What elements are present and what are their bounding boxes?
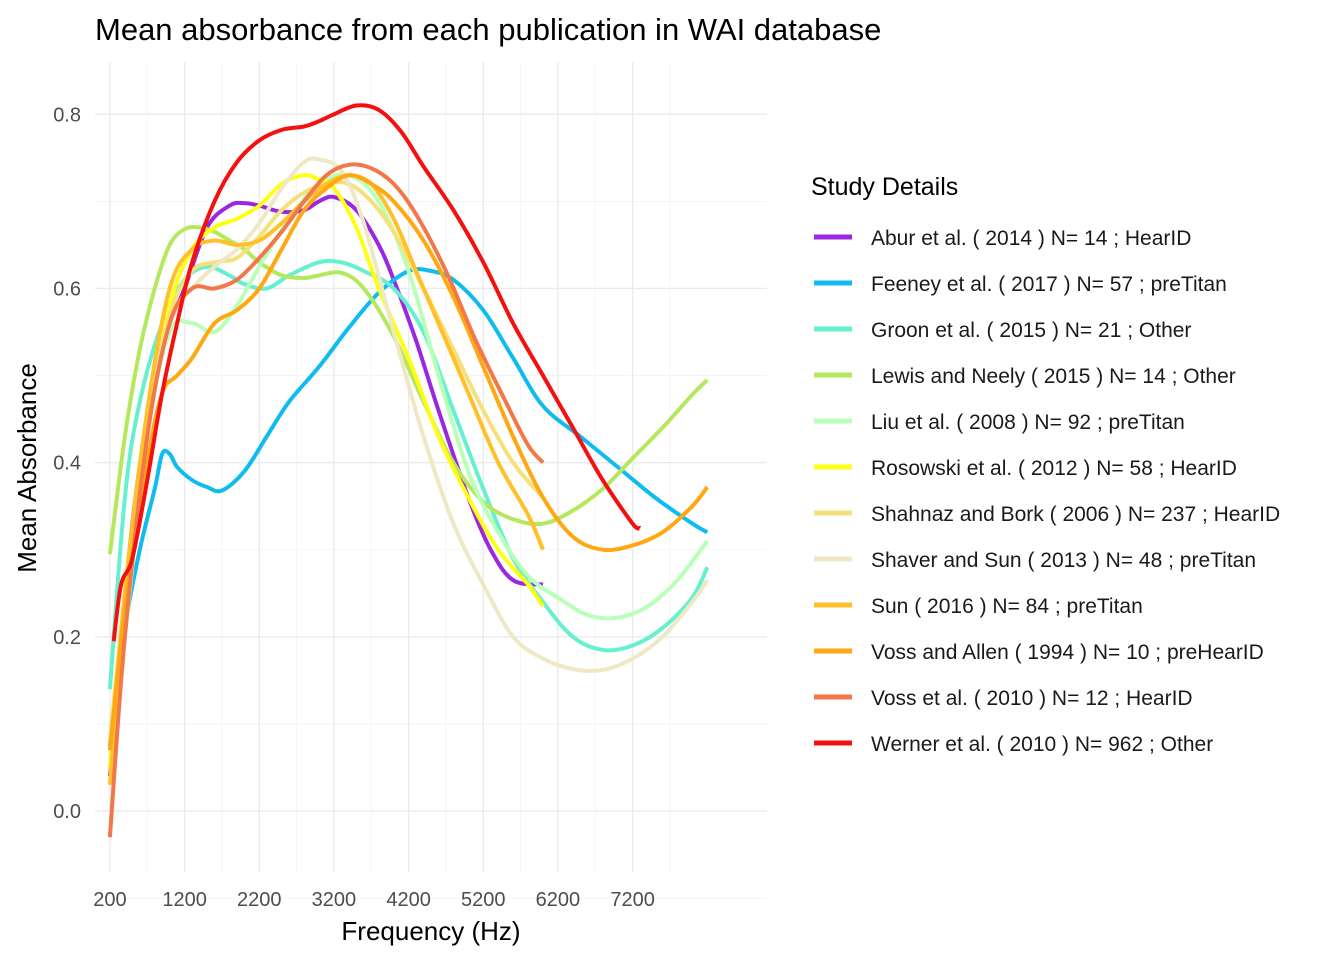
- x-tick-label: 4200: [386, 889, 431, 911]
- legend-entry: Voss et al. ( 2010 ) N= 12 ; HearID: [814, 687, 1193, 710]
- series-line-2: [107, 267, 709, 746]
- legend-label: Voss et al. ( 2010 ) N= 12 ; HearID: [871, 687, 1193, 710]
- series-line-10: [107, 173, 709, 751]
- legend-label: Lewis and Neely ( 2015 ) N= 14 ; Other: [871, 365, 1236, 388]
- legend-entry: Shaver and Sun ( 2013 ) N= 48 ; preTitan: [814, 549, 1256, 572]
- x-axis-title: Frequency (Hz): [341, 916, 520, 946]
- legend-entry: Abur et al. ( 2014 ) N= 14 ; HearID: [814, 227, 1191, 250]
- y-axis-ticks: 0.0 0.2 0.4 0.6 0.8: [53, 104, 81, 823]
- legend-items: Abur et al. ( 2014 ) N= 14 ; HearID Feene…: [814, 227, 1280, 756]
- legend-label: Shaver and Sun ( 2013 ) N= 48 ; preTitan: [871, 549, 1256, 572]
- legend: Study Details Abur et al. ( 2014 ) N= 14…: [811, 173, 1280, 756]
- legend-label: Sun ( 2016 ) N= 84 ; preTitan: [871, 595, 1143, 618]
- x-axis-ticks: 200 1200 2200 3200 4200 5200 6200 7200: [93, 889, 655, 911]
- x-tick-label: 6200: [536, 889, 581, 911]
- series-line-12: [111, 103, 642, 642]
- legend-label: Abur et al. ( 2014 ) N= 14 ; HearID: [871, 227, 1191, 250]
- legend-title: Study Details: [811, 173, 958, 201]
- legend-label: Liu et al. ( 2008 ) N= 92 ; preTitan: [871, 411, 1185, 434]
- legend-entry: Rosowski et al. ( 2012 ) N= 58 ; HearID: [814, 457, 1237, 480]
- x-tick-label: 5200: [461, 889, 506, 911]
- y-tick-label: 0.2: [53, 627, 81, 649]
- legend-entry: Shahnaz and Bork ( 2006 ) N= 237 ; HearI…: [814, 503, 1280, 526]
- x-tick-label: 2200: [237, 889, 282, 911]
- y-axis-title: Mean Absorbance: [12, 363, 42, 573]
- legend-entry: Sun ( 2016 ) N= 84 ; preTitan: [814, 595, 1143, 618]
- legend-entry: Feeney et al. ( 2017 ) N= 57 ; preTitan: [814, 273, 1227, 296]
- legend-entry: Lewis and Neely ( 2015 ) N= 14 ; Other: [814, 365, 1236, 388]
- legend-label: Rosowski et al. ( 2012 ) N= 58 ; HearID: [871, 457, 1237, 480]
- legend-entry: Voss and Allen ( 1994 ) N= 10 ; preHearI…: [814, 641, 1264, 664]
- y-tick-label: 0.4: [53, 453, 81, 475]
- chart-title: Mean absorbance from each publication in…: [95, 12, 881, 47]
- legend-label: Groon et al. ( 2015 ) N= 21 ; Other: [871, 319, 1191, 342]
- y-tick-label: 0.6: [53, 278, 81, 300]
- series-line-11: [107, 162, 545, 838]
- y-tick-label: 0.8: [53, 104, 81, 126]
- legend-label: Feeney et al. ( 2017 ) N= 57 ; preTitan: [871, 273, 1227, 296]
- y-tick-label: 0.0: [53, 801, 81, 823]
- x-tick-label: 7200: [610, 889, 655, 911]
- legend-entry: Groon et al. ( 2015 ) N= 21 ; Other: [814, 319, 1191, 342]
- legend-label: Werner et al. ( 2010 ) N= 962 ; Other: [871, 733, 1213, 756]
- legend-entry: Werner et al. ( 2010 ) N= 962 ; Other: [814, 733, 1213, 756]
- series-line-4: [107, 225, 709, 555]
- x-tick-label: 3200: [312, 889, 357, 911]
- legend-label: Shahnaz and Bork ( 2006 ) N= 237 ; HearI…: [871, 503, 1280, 526]
- x-tick-label: 1200: [162, 889, 207, 911]
- x-tick-label: 200: [93, 889, 126, 911]
- legend-entry: Liu et al. ( 2008 ) N= 92 ; preTitan: [814, 411, 1185, 434]
- legend-label: Voss and Allen ( 1994 ) N= 10 ; preHearI…: [871, 641, 1264, 664]
- series-lines: [107, 103, 710, 838]
